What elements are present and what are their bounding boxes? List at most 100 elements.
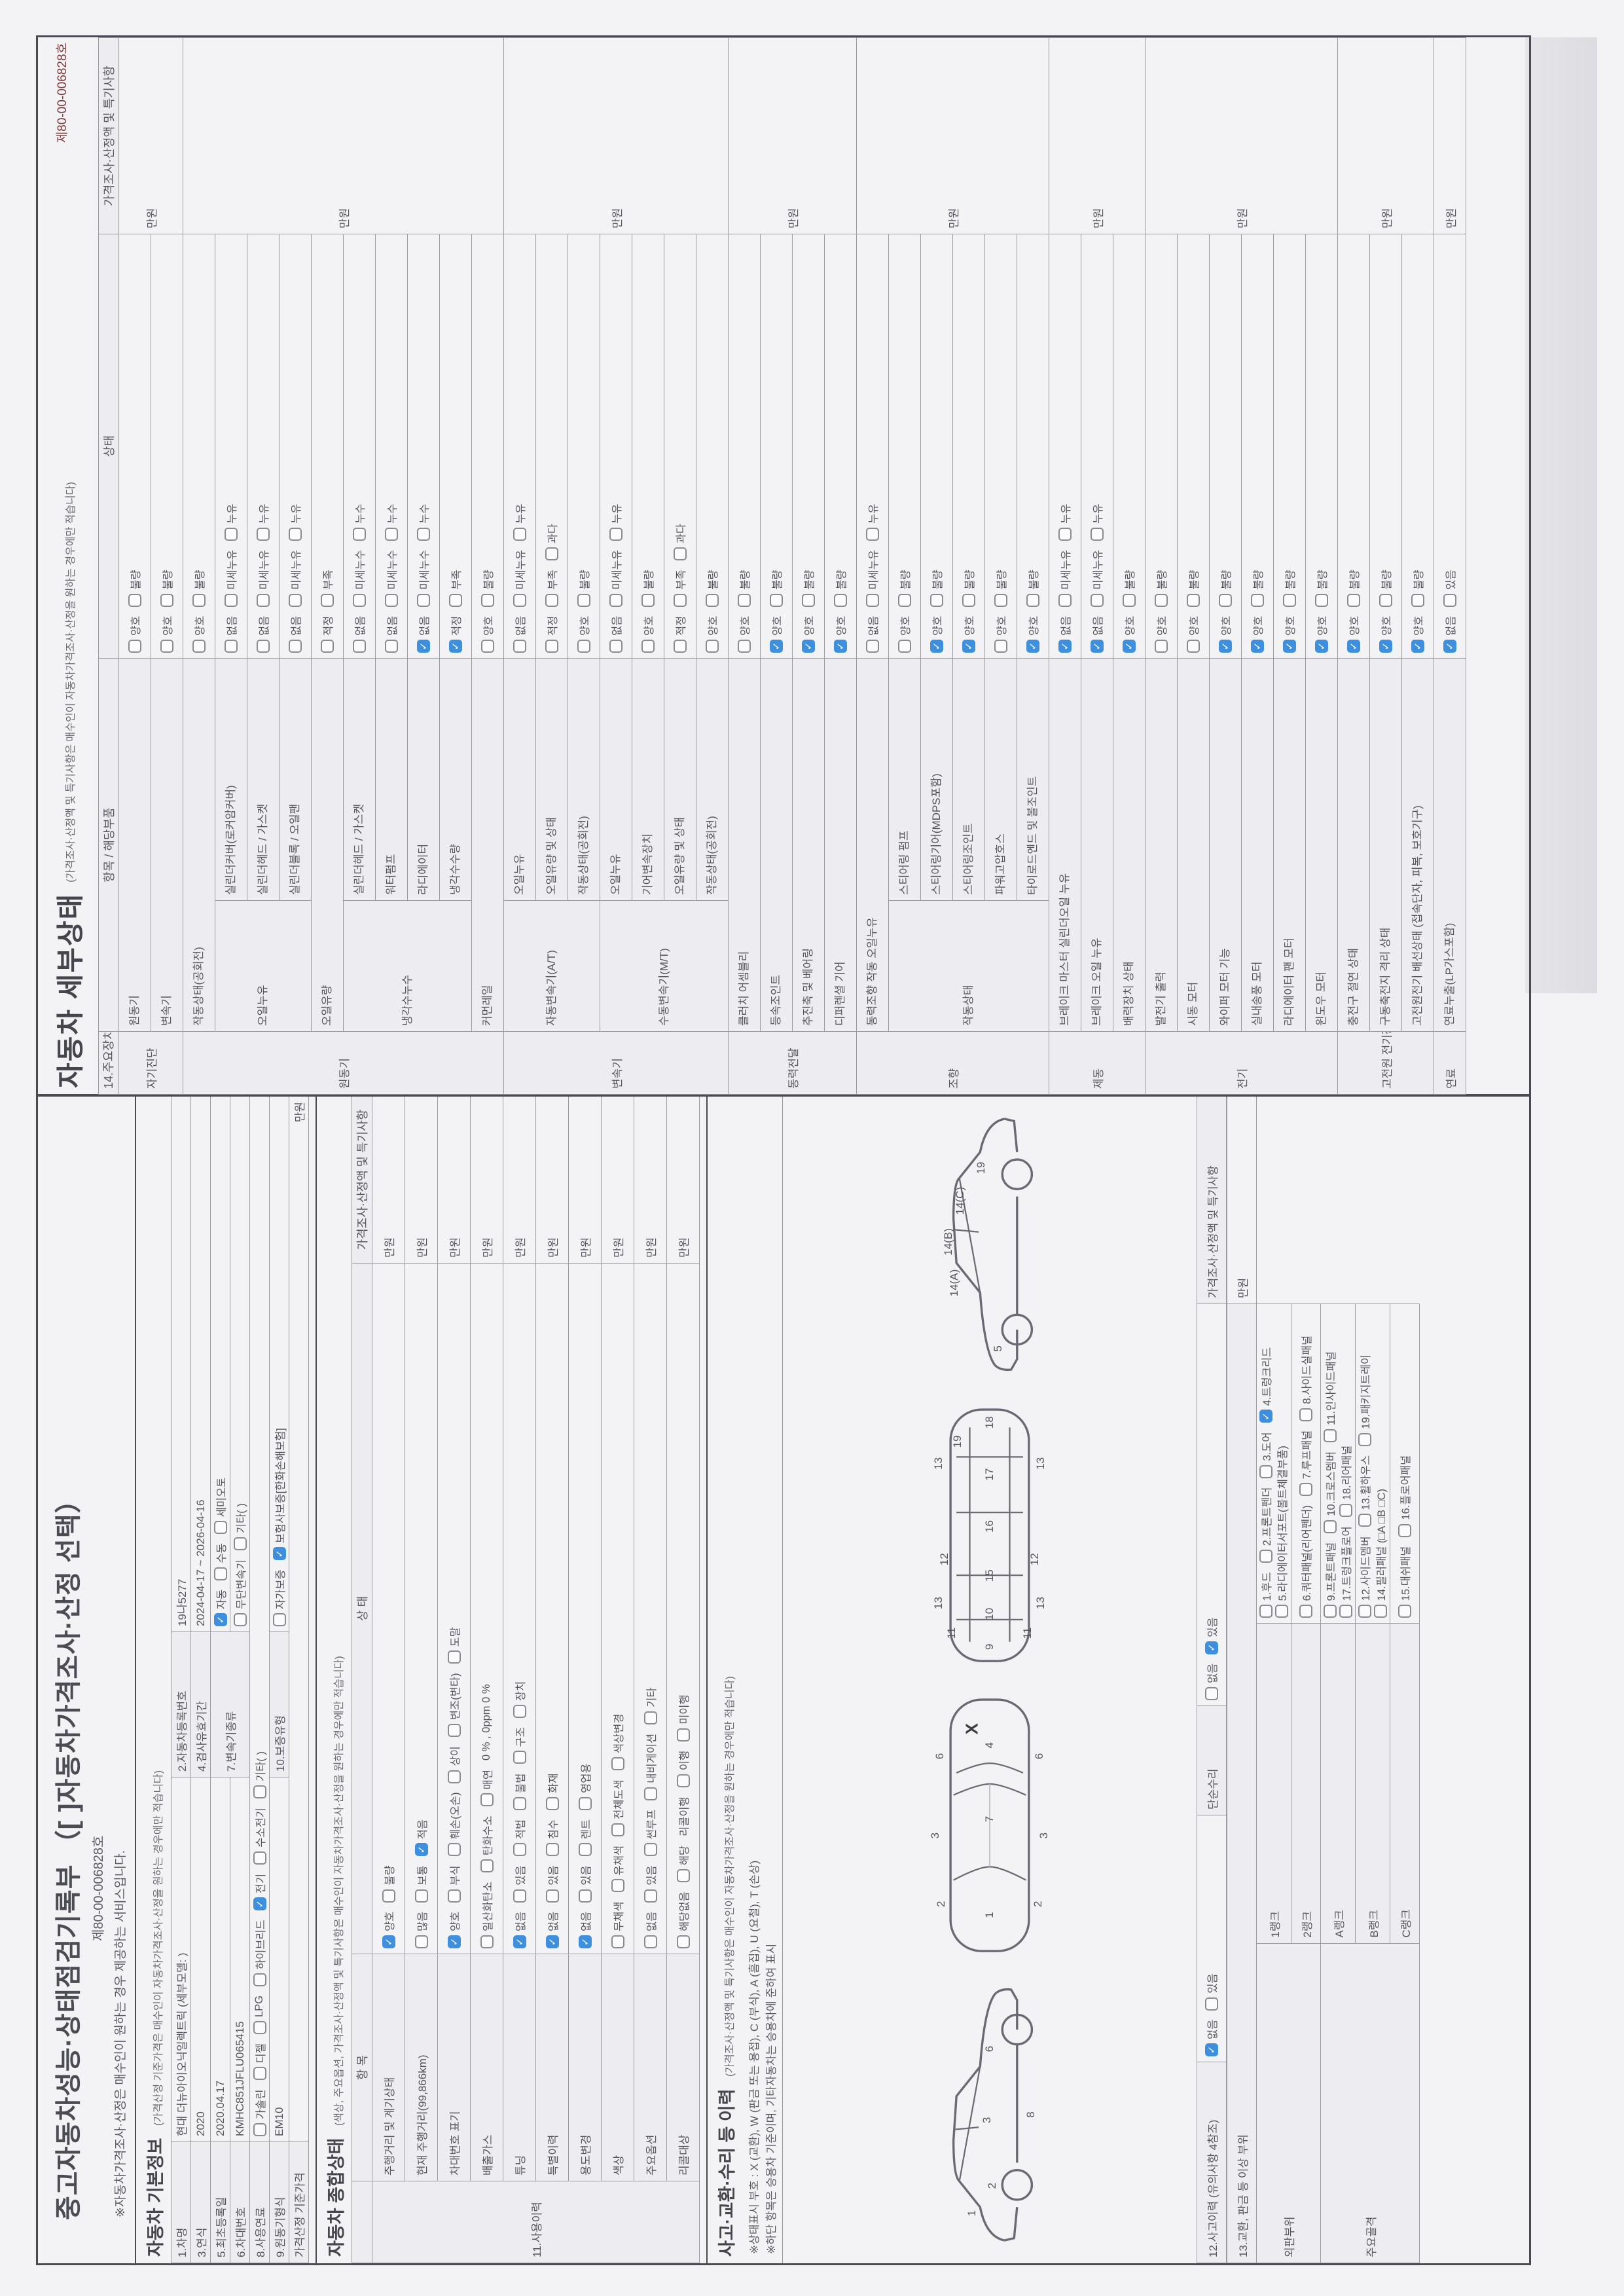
checkbox-checked[interactable]: ✓ [1091,640,1104,653]
checkbox[interactable] [1155,593,1168,607]
checkbox[interactable] [641,593,655,607]
checkbox[interactable] [706,640,719,653]
checkbox[interactable] [738,640,751,653]
checkbox[interactable] [353,527,366,541]
checkbox[interactable] [447,1650,461,1664]
checkbox[interactable] [1275,1605,1288,1618]
checkbox[interactable] [1339,1504,1352,1518]
checkbox-checked[interactable]: ✓ [513,1935,526,1948]
checkbox[interactable] [513,593,526,607]
checkbox[interactable] [253,2123,266,2136]
checkbox-checked[interactable]: ✓ [770,640,783,653]
checkbox[interactable] [1187,640,1200,653]
checkbox[interactable] [1443,593,1456,607]
checkbox-checked[interactable]: ✓ [1283,640,1296,653]
checkbox[interactable] [414,1935,428,1948]
checkbox[interactable] [353,640,366,653]
checkbox[interactable] [706,593,719,607]
checkbox[interactable] [192,640,206,653]
checkbox[interactable] [611,1879,624,1893]
checkbox[interactable] [385,640,398,653]
checkbox[interactable] [1358,1605,1371,1618]
checkbox-checked[interactable]: ✓ [545,1935,559,1948]
checkbox[interactable] [414,1889,428,1903]
checkbox-checked[interactable]: ✓ [414,1843,428,1857]
checkbox[interactable] [289,640,302,653]
checkbox[interactable] [480,1793,494,1807]
checkbox-checked[interactable]: ✓ [1259,1410,1272,1423]
checkbox[interactable] [994,593,1007,607]
checkbox[interactable] [225,640,238,653]
checkbox[interactable] [233,1613,247,1626]
checkbox[interactable] [192,593,206,607]
checkbox[interactable] [962,593,975,607]
checkbox[interactable] [609,640,623,653]
checkbox[interactable] [513,1843,526,1857]
checkbox[interactable] [545,1843,559,1857]
checkbox-checked[interactable]: ✓ [253,1897,266,1911]
checkbox[interactable] [447,1770,461,1783]
checkbox-checked[interactable]: ✓ [578,1935,592,1948]
checkbox[interactable] [449,593,462,607]
checkbox[interactable] [676,1935,690,1948]
checkbox[interactable] [994,640,1007,653]
checkbox[interactable] [578,1796,592,1810]
checkbox[interactable] [1379,593,1392,607]
checkbox[interactable] [611,1757,624,1771]
checkbox[interactable] [1187,593,1200,607]
checkbox[interactable] [1299,1483,1312,1497]
checkbox[interactable] [1205,1997,1218,2011]
checkbox[interactable] [1299,1408,1312,1421]
checkbox[interactable] [447,1889,461,1903]
checkbox-checked[interactable]: ✓ [1123,640,1136,653]
checkbox[interactable] [447,1724,461,1738]
checkbox[interactable] [225,527,238,541]
checkbox[interactable] [930,593,943,607]
checkbox-checked[interactable]: ✓ [930,640,943,653]
checkbox[interactable] [676,1728,690,1741]
checkbox[interactable] [289,527,302,541]
checkbox-checked[interactable]: ✓ [1347,640,1360,653]
checkbox[interactable] [417,527,430,541]
checkbox[interactable] [609,527,623,541]
checkbox[interactable] [674,547,687,561]
checkbox[interactable] [213,1521,227,1535]
checkbox[interactable] [513,640,526,653]
checkbox[interactable] [1259,1605,1272,1618]
checkbox[interactable] [160,593,173,607]
checkbox[interactable] [1347,593,1360,607]
checkbox[interactable] [578,1843,592,1857]
checkbox-checked[interactable]: ✓ [1058,640,1072,653]
checkbox[interactable] [253,1785,266,1799]
checkbox[interactable] [545,1796,559,1810]
checkbox[interactable] [866,593,879,607]
checkbox[interactable] [233,1537,247,1551]
checkbox[interactable] [866,527,879,541]
checkbox[interactable] [643,1935,657,1948]
checkbox[interactable] [1315,593,1328,607]
checkbox[interactable] [225,593,238,607]
checkbox[interactable] [611,1823,624,1836]
checkbox[interactable] [481,640,494,653]
checkbox[interactable] [213,1567,227,1580]
checkbox[interactable] [480,1935,494,1948]
checkbox[interactable] [676,1869,690,1883]
checkbox[interactable] [609,593,623,607]
checkbox[interactable] [578,1889,592,1903]
checkbox[interactable] [770,593,783,607]
checkbox[interactable] [385,593,398,607]
checkbox[interactable] [417,593,430,607]
checkbox[interactable] [1324,1605,1337,1618]
checkbox[interactable] [513,527,526,541]
checkbox[interactable] [513,1796,526,1810]
checkbox[interactable] [321,640,334,653]
checkbox[interactable] [676,1774,690,1788]
checkbox[interactable] [1155,640,1168,653]
checkbox[interactable] [257,593,270,607]
checkbox[interactable] [674,593,687,607]
checkbox-checked[interactable]: ✓ [1251,640,1264,653]
checkbox[interactable] [253,2067,266,2081]
checkbox-checked[interactable]: ✓ [1411,640,1424,653]
checkbox[interactable] [1324,1520,1337,1533]
checkbox[interactable] [1058,593,1072,607]
